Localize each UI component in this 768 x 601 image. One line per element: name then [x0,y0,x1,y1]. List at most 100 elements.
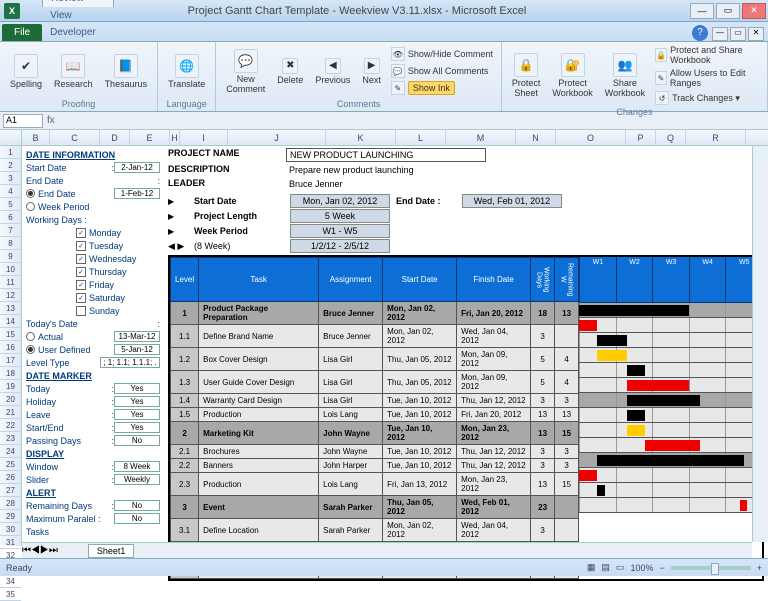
row-header[interactable]: 10 [0,263,21,276]
gantt-row[interactable]: 3EventSarah ParkerThu, Jan 05, 2012Wed, … [171,496,579,519]
row-header[interactable]: 1 [0,146,21,159]
track-changes-button[interactable]: ↺Track Changes ▾ [653,90,761,106]
day-checkbox[interactable]: ✓ [76,293,86,303]
col-header[interactable]: L [396,130,446,145]
gantt-row[interactable]: 1.3User Guide Cover DesignLisa GirlThu, … [171,371,579,394]
row-header[interactable]: 3 [0,172,21,185]
row-header[interactable]: 14 [0,315,21,328]
col-header[interactable]: K [326,130,396,145]
tab-review[interactable]: Review [42,0,114,7]
project-name-value[interactable]: NEW PRODUCT LAUNCHING [286,148,486,162]
day-checkbox[interactable]: ✓ [76,280,86,290]
row-header[interactable]: 22 [0,419,21,432]
protect-workbook-button[interactable]: 🔐Protect Workbook [548,51,596,100]
day-checkbox[interactable]: ✓ [76,241,86,251]
thesaurus-button[interactable]: 📘Thesaurus [101,52,152,91]
file-tab[interactable]: File [2,24,42,41]
expand-icon[interactable]: ▶ [168,227,188,236]
row-header[interactable]: 6 [0,211,21,224]
user-date-value[interactable]: 5-Jan-12 [114,344,160,355]
view-layout-icon[interactable]: ▤ [601,562,610,573]
new-comment-button[interactable]: 💬New Comment [222,47,269,96]
row-header[interactable]: 24 [0,445,21,458]
week-period-radio[interactable] [26,202,35,211]
row-header[interactable]: 17 [0,354,21,367]
mdi-restore-button[interactable]: ▭ [730,27,746,41]
gantt-row[interactable]: 1Product Package PreparationBruce Jenner… [171,302,579,325]
col-header[interactable]: E [130,130,170,145]
row-header[interactable]: 20 [0,393,21,406]
day-checkbox[interactable]: ✓ [76,228,86,238]
minimize-button[interactable]: — [690,3,714,19]
protect-share-button[interactable]: 🔒Protect and Share Workbook [653,44,761,66]
help-icon[interactable]: ? [692,25,708,41]
col-header[interactable]: J [228,130,326,145]
col-header[interactable]: B [22,130,50,145]
expand-icon[interactable]: ▶ [168,197,188,206]
row-header[interactable]: 19 [0,380,21,393]
col-header[interactable]: P [626,130,656,145]
zoom-level[interactable]: 100% [630,563,653,573]
view-break-icon[interactable]: ▭ [616,562,625,573]
col-header[interactable]: N [516,130,556,145]
col-header[interactable]: C [50,130,100,145]
row-header[interactable]: 18 [0,367,21,380]
col-header[interactable]: H [170,130,180,145]
end-date-value[interactable]: 1-Feb-12 [114,188,160,199]
previous-comment-button[interactable]: ◀Previous [311,56,354,87]
row-header[interactable]: 5 [0,198,21,211]
actual-radio[interactable] [26,332,35,341]
show-ink-button[interactable]: ✎Show Ink [389,80,495,96]
start-date-value[interactable]: 2-Jan-12 [114,162,160,173]
row-header[interactable]: 34 [0,575,21,588]
mdi-minimize-button[interactable]: — [712,27,728,41]
next-comment-button[interactable]: ▶Next [358,56,385,87]
sheet-tab[interactable]: Sheet1 [88,544,135,558]
fx-icon[interactable]: fx [47,115,55,126]
zoom-in-button[interactable]: + [757,563,762,573]
view-normal-icon[interactable]: ▦ [587,562,596,573]
day-checkbox[interactable]: ✓ [76,254,86,264]
row-header[interactable]: 9 [0,250,21,263]
row-header[interactable]: 2 [0,159,21,172]
show-hide-comment-button[interactable]: 👁Show/Hide Comment [389,46,495,62]
gantt-row[interactable]: 1.2Box Cover DesignLisa GirlThu, Jan 05,… [171,348,579,371]
row-header[interactable]: 25 [0,458,21,471]
allow-edit-ranges-button[interactable]: ✎Allow Users to Edit Ranges [653,67,761,89]
row-header[interactable]: 28 [0,497,21,510]
expand-icon[interactable]: ▶ [168,212,188,221]
tab-developer[interactable]: Developer [42,24,114,41]
col-header[interactable]: D [100,130,130,145]
zoom-out-button[interactable]: − [659,563,664,573]
row-header[interactable]: 16 [0,341,21,354]
sheet-nav-icon[interactable]: ⏮◀▶⏭ [22,545,58,556]
select-all-corner[interactable] [0,130,22,145]
gantt-row[interactable]: 2.2BannersJohn HarperTue, Jan 10, 2012Th… [171,459,579,473]
row-header[interactable]: 30 [0,523,21,536]
name-box[interactable]: A1 [3,114,43,128]
protect-sheet-button[interactable]: 🔒Protect Sheet [508,51,545,100]
day-checkbox[interactable] [76,306,86,316]
row-header[interactable]: 21 [0,406,21,419]
row-header[interactable]: 11 [0,276,21,289]
gantt-row[interactable]: 2Marketing KitJohn WayneTue, Jan 10, 201… [171,422,579,445]
col-header[interactable]: M [446,130,516,145]
gantt-row[interactable]: 2.3ProductionLois LangFri, Jan 13, 2012M… [171,473,579,496]
col-header[interactable]: R [686,130,746,145]
row-header[interactable]: 35 [0,588,21,601]
gantt-row[interactable]: 1.5ProductionLois LangTue, Jan 10, 2012F… [171,408,579,422]
tab-view[interactable]: View [42,7,114,24]
col-header[interactable]: I [180,130,228,145]
research-button[interactable]: 📖Research [50,52,97,91]
row-header[interactable]: 29 [0,510,21,523]
row-header[interactable]: 31 [0,536,21,549]
gantt-row[interactable]: 1.1Define Brand NameBruce JennerMon, Jan… [171,325,579,348]
row-header[interactable]: 8 [0,237,21,250]
gantt-row[interactable]: 1.4Warranty Card DesignLisa GirlTue, Jan… [171,394,579,408]
delete-comment-button[interactable]: ✖Delete [273,56,307,87]
gantt-row[interactable]: 3.1Define LocationSarah ParkerMon, Jan 0… [171,519,579,542]
mdi-close-button[interactable]: ✕ [748,27,764,41]
show-all-comments-button[interactable]: 💬Show All Comments [389,63,495,79]
row-header[interactable]: 7 [0,224,21,237]
vertical-scrollbar[interactable] [752,146,768,542]
